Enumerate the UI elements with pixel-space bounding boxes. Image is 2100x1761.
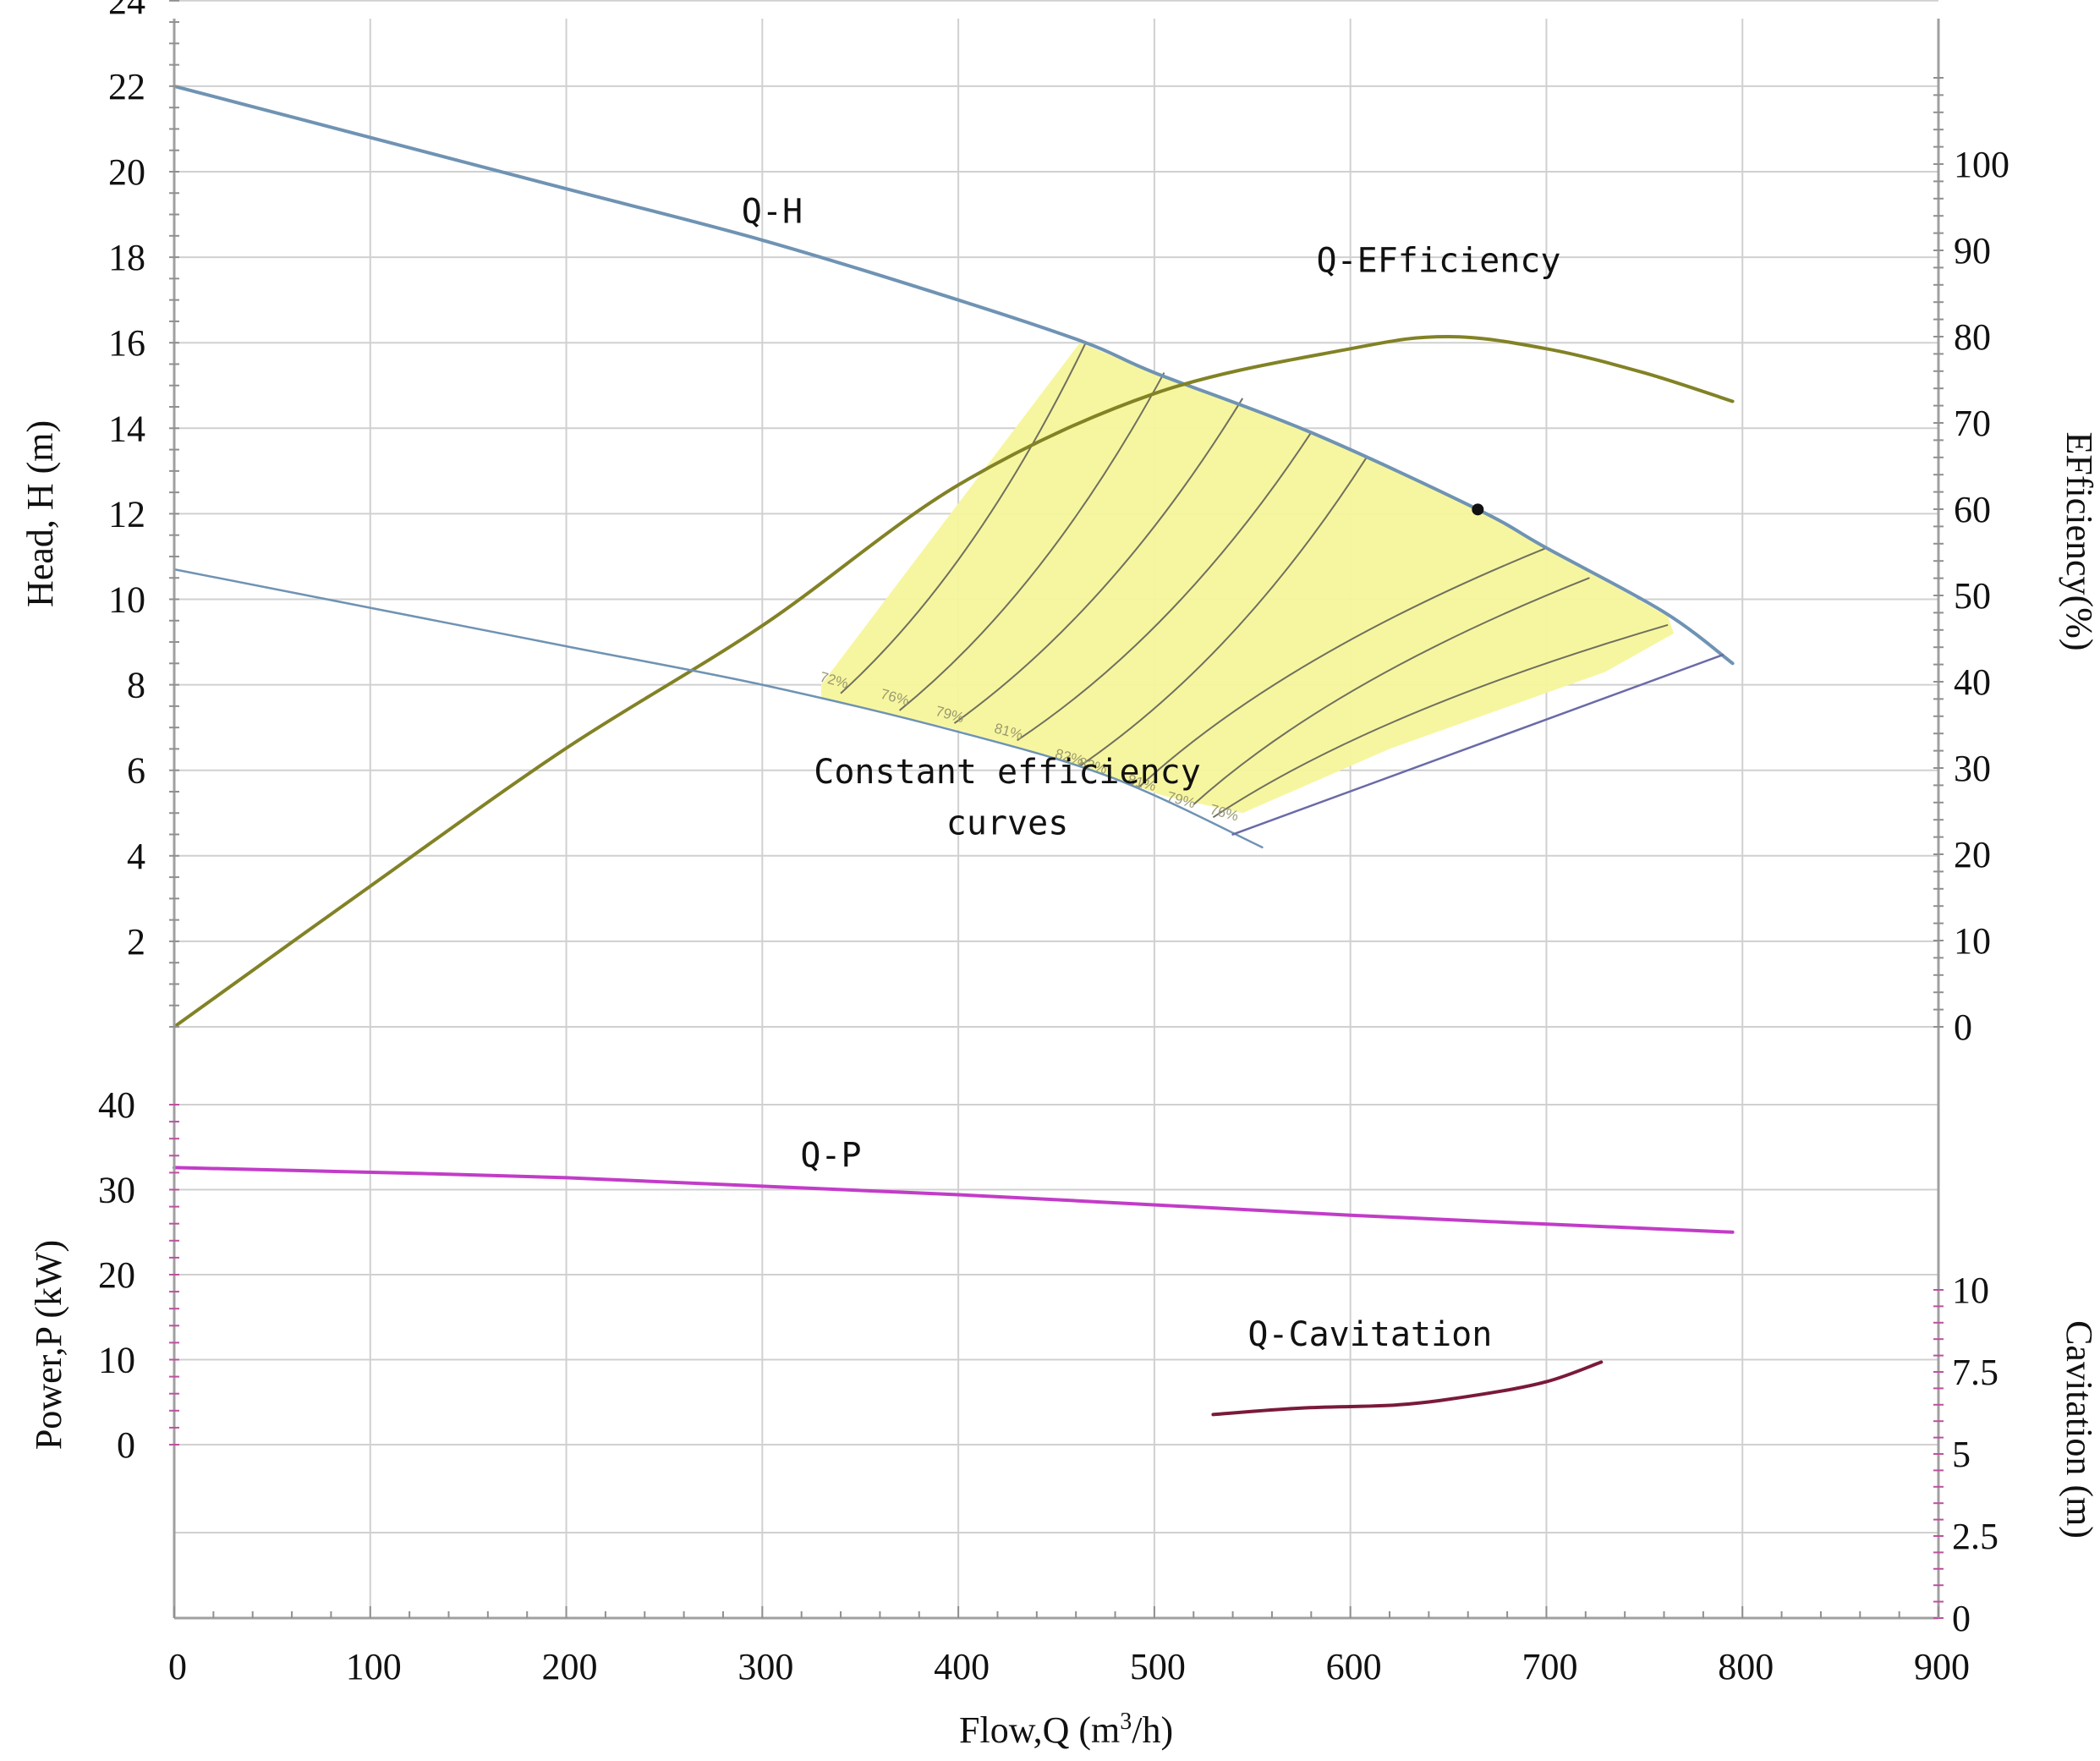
cavitation-tick-label: 10 xyxy=(1952,1270,1989,1311)
x-tick-label: 0 xyxy=(168,1646,187,1687)
efficiency-tick-label: 40 xyxy=(1954,661,1991,703)
head-tick-label: 14 xyxy=(108,408,145,449)
x-tick-label: 600 xyxy=(1326,1646,1382,1687)
x-tick-label: 800 xyxy=(1718,1646,1774,1687)
x-axis-title: Flow,Q (m3/h) xyxy=(959,1709,1173,1751)
head-tick-label: 4 xyxy=(127,836,145,877)
power-axis-title: Power,P (kW) xyxy=(28,1240,69,1450)
labels: 2468101214161820222401020304001020304050… xyxy=(19,0,2100,1751)
q-cavitation-curve xyxy=(1211,1360,1604,1417)
x-tick-label: 500 xyxy=(1130,1646,1186,1687)
x-tick-label: 200 xyxy=(542,1646,598,1687)
head-tick-label: 10 xyxy=(108,579,145,621)
head-tick-label: 12 xyxy=(108,493,145,535)
iso-efficiency-line xyxy=(1212,623,1669,819)
iso-efficiency-line xyxy=(1017,431,1313,742)
boundary-curve xyxy=(173,568,1264,848)
efficiency-axis-title: EFficiency(%) xyxy=(2059,432,2100,651)
efficiency-tick-label: 20 xyxy=(1954,834,1991,875)
operating-region: 72%76%79%81%82%82%81%79%76% xyxy=(818,342,1675,825)
operating-point xyxy=(1472,503,1484,516)
head-tick-label: 6 xyxy=(127,750,145,792)
iso-efficiency-line xyxy=(953,398,1244,724)
power-tick-label: 10 xyxy=(98,1340,135,1381)
power-tick-label: 40 xyxy=(98,1084,135,1126)
cavitation-axis-title: Cavitation (m) xyxy=(2059,1320,2100,1539)
x-tick-label: 300 xyxy=(737,1646,793,1687)
head-tick-label: 20 xyxy=(108,151,145,193)
series-label: Q-P xyxy=(800,1136,861,1175)
series-label: Q-Cavitation xyxy=(1247,1315,1492,1354)
cavitation-tick-label: 2.5 xyxy=(1952,1516,1999,1557)
head-tick-label: 24 xyxy=(108,0,145,22)
q-efficiency-curve xyxy=(173,334,1735,1029)
efficiency-tick-label: 60 xyxy=(1954,489,1991,530)
series-label: Q-H xyxy=(742,193,803,232)
efficiency-tick-label: 30 xyxy=(1954,748,1991,789)
power-tick-label: 20 xyxy=(98,1254,135,1296)
q-p-curve xyxy=(173,1166,1735,1234)
head-tick-label: 16 xyxy=(108,322,145,364)
axes xyxy=(169,0,1944,1620)
efficiency-tick-label: 100 xyxy=(1954,144,2010,185)
cavitation-tick-label: 5 xyxy=(1952,1434,1971,1475)
head-tick-label: 2 xyxy=(127,921,145,963)
efficiency-tick-label: 90 xyxy=(1954,230,1991,272)
efficiency-tick-label: 70 xyxy=(1954,403,1991,444)
head-tick-label: 18 xyxy=(108,237,145,278)
iso-efficiency-line xyxy=(1138,546,1547,788)
x-tick-label: 700 xyxy=(1522,1646,1577,1687)
efficiency-region xyxy=(820,343,1675,814)
power-tick-label: 30 xyxy=(98,1170,135,1211)
efficiency-tick-label: 10 xyxy=(1954,920,1991,962)
cavitation-tick-label: 7.5 xyxy=(1952,1352,1999,1393)
series-label: Q-EFficiency xyxy=(1316,242,1560,281)
iso-efficiency-line xyxy=(1079,458,1368,767)
iso-efficiency-line xyxy=(1193,577,1590,805)
efficiency-tick-label: 50 xyxy=(1954,575,1991,617)
power-tick-label: 0 xyxy=(117,1424,135,1466)
cavitation-tick-label: 0 xyxy=(1952,1598,1971,1639)
iso-efficiency-line xyxy=(898,372,1165,711)
head-tick-label: 22 xyxy=(108,66,145,107)
x-tick-label: 400 xyxy=(934,1646,990,1687)
x-tick-label: 900 xyxy=(1914,1646,1970,1687)
annotation-line-2: curves xyxy=(946,804,1069,843)
curves xyxy=(173,84,1735,1417)
q-h-curve xyxy=(173,84,1735,666)
annotation-line-1: Constant efficiency xyxy=(814,753,1201,792)
boundary-curve xyxy=(1231,653,1724,836)
efficiency-tick-label: 80 xyxy=(1954,316,1991,358)
iso-efficiency-line xyxy=(840,342,1087,694)
x-tick-label: 100 xyxy=(346,1646,402,1687)
head-axis-title: Head, H (m) xyxy=(19,420,61,607)
head-tick-label: 8 xyxy=(127,665,145,706)
efficiency-tick-label: 0 xyxy=(1954,1007,1972,1048)
